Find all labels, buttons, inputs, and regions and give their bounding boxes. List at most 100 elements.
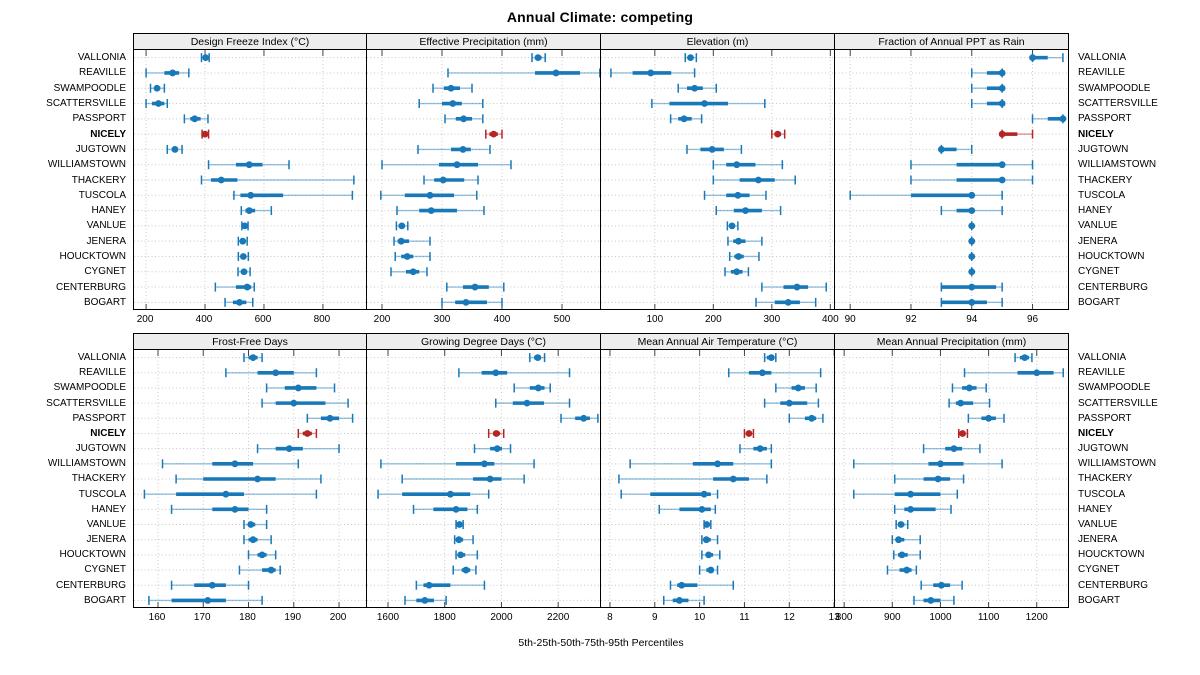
series-passport	[967, 413, 1005, 423]
series-williamstown	[207, 160, 290, 170]
median-dot	[217, 176, 225, 184]
series-cygnet	[968, 267, 976, 277]
median-dot	[676, 597, 683, 604]
median-dot	[895, 536, 902, 544]
median-dot	[728, 222, 736, 230]
site-label-vallonia: VALLONIA	[1078, 352, 1127, 364]
site-label-thackery: THACKERY	[1078, 174, 1133, 186]
series-jugtown	[256, 444, 340, 454]
panel-strip-title: Effective Precipitation (mm)	[419, 35, 548, 48]
median-dot	[754, 176, 762, 184]
series-scattersville	[948, 398, 991, 408]
series-haney	[170, 504, 268, 514]
axis-labels-elevation-m: 100 200 300 400	[601, 310, 838, 333]
median-dot	[409, 268, 417, 276]
site-label-houcktown: HOUCKTOWN	[1078, 251, 1145, 262]
series-tuscola	[143, 489, 318, 499]
median-dot	[285, 445, 293, 453]
series-haney	[396, 206, 485, 216]
median-dot	[492, 430, 500, 437]
site-label-reaville: REAVILLE	[78, 367, 126, 379]
panel-effective-precipitation-mm	[367, 50, 601, 310]
series-thackery	[712, 175, 796, 185]
panel-grid: VALLONIA REAVILLE SWAMPOODLE SCATTERSVILLE P…	[0, 33, 1200, 634]
axis-tick-label: 13	[828, 612, 840, 623]
axis-labels-mean-annual-air-temperature-c: 8 9 10 11 12 13	[601, 608, 839, 634]
site-label-jugtown: JUGTOWN	[75, 443, 126, 455]
series-passport	[1031, 114, 1067, 124]
site-label-williamstown: WILLIAMSTOWN	[1078, 458, 1157, 470]
series-thackery	[175, 474, 322, 484]
panel-strip-mean-annual-air-temperature-c: Mean Annual Air Temperature (°C)	[601, 333, 835, 350]
series-haney	[715, 206, 782, 216]
site-labels-right-bottom: VALLONIA REAVILLE SWAMPOODLE SCATTERSVILLE P…	[1069, 350, 1200, 608]
median-dot	[968, 207, 976, 214]
series-vanlue	[395, 221, 409, 231]
series-scattersville	[495, 398, 571, 408]
site-label-swampoodle: SWAMPOODLE	[1078, 382, 1151, 394]
axis-tick-label: 400	[821, 314, 839, 325]
median-dot	[968, 191, 976, 199]
series-jugtown	[739, 444, 773, 454]
median-dot	[249, 354, 257, 361]
median-dot	[968, 253, 976, 260]
series-jenera	[891, 535, 921, 545]
median-dot	[249, 536, 257, 544]
median-dot	[998, 161, 1006, 169]
median-dot	[208, 581, 216, 589]
site-label-vallonia: VALLONIA	[77, 52, 126, 64]
series-centerburg	[669, 580, 734, 590]
series-bogart	[663, 595, 705, 605]
panel-canvas-growing-degree-days-c	[367, 350, 600, 607]
median-dot	[202, 54, 210, 62]
median-dot	[680, 115, 688, 123]
axis-tick-label: 1000	[929, 612, 952, 623]
series-vallonia	[763, 353, 777, 363]
series-reaville	[458, 368, 571, 378]
axis-tick-label: 500	[553, 314, 571, 325]
axis-tick-label: 11	[739, 612, 750, 623]
site-label-nicely: NICELY	[1078, 427, 1114, 439]
series-vanlue	[703, 520, 712, 530]
median-dot	[937, 146, 945, 153]
series-nicely	[485, 129, 503, 139]
panel-frost-free-days	[133, 350, 367, 608]
series-passport	[183, 114, 209, 124]
series-tuscola	[377, 489, 490, 499]
median-dot	[1029, 54, 1036, 62]
series-cygnet	[238, 565, 281, 575]
series-houcktown	[728, 251, 760, 261]
median-dot	[204, 597, 212, 604]
panel-strip-title: Fraction of Annual PPT as Rain	[878, 35, 1025, 48]
median-dot	[303, 430, 311, 437]
series-swampoodle	[677, 83, 717, 93]
panel-strip-title: Design Freeze Index (°C)	[190, 35, 310, 48]
median-dot	[580, 414, 588, 422]
site-label-jenera: JENERA	[86, 235, 126, 247]
series-cygnet	[390, 267, 428, 277]
series-swampoodle	[513, 383, 551, 393]
axis-tick-label: 300	[763, 314, 781, 325]
axis-labels-design-freeze-index-c: 200 400 600 800	[133, 310, 367, 333]
axis-tick-label: 200	[136, 314, 154, 325]
series-passport	[444, 114, 484, 124]
series-centerburg	[920, 580, 963, 590]
median-dot	[968, 283, 976, 291]
series-vanlue	[243, 520, 268, 530]
site-label-scattersville: SCATTERSVILLE	[46, 98, 126, 110]
median-dot	[735, 237, 742, 245]
series-tuscola	[849, 190, 1003, 200]
median-dot	[169, 69, 177, 77]
series-cygnet	[886, 565, 918, 575]
series-swampoodle	[971, 83, 1006, 93]
series-centerburg	[761, 282, 827, 292]
series-houcktown	[701, 550, 721, 560]
median-dot	[462, 566, 470, 574]
site-label-haney: HANEY	[91, 205, 126, 217]
series-swampoodle	[775, 383, 817, 393]
median-dot	[937, 460, 944, 468]
site-label-bogart: BOGART	[1078, 296, 1121, 308]
series-nicely	[771, 129, 786, 139]
series-nicely	[957, 428, 969, 438]
series-vallonia	[1029, 53, 1064, 63]
